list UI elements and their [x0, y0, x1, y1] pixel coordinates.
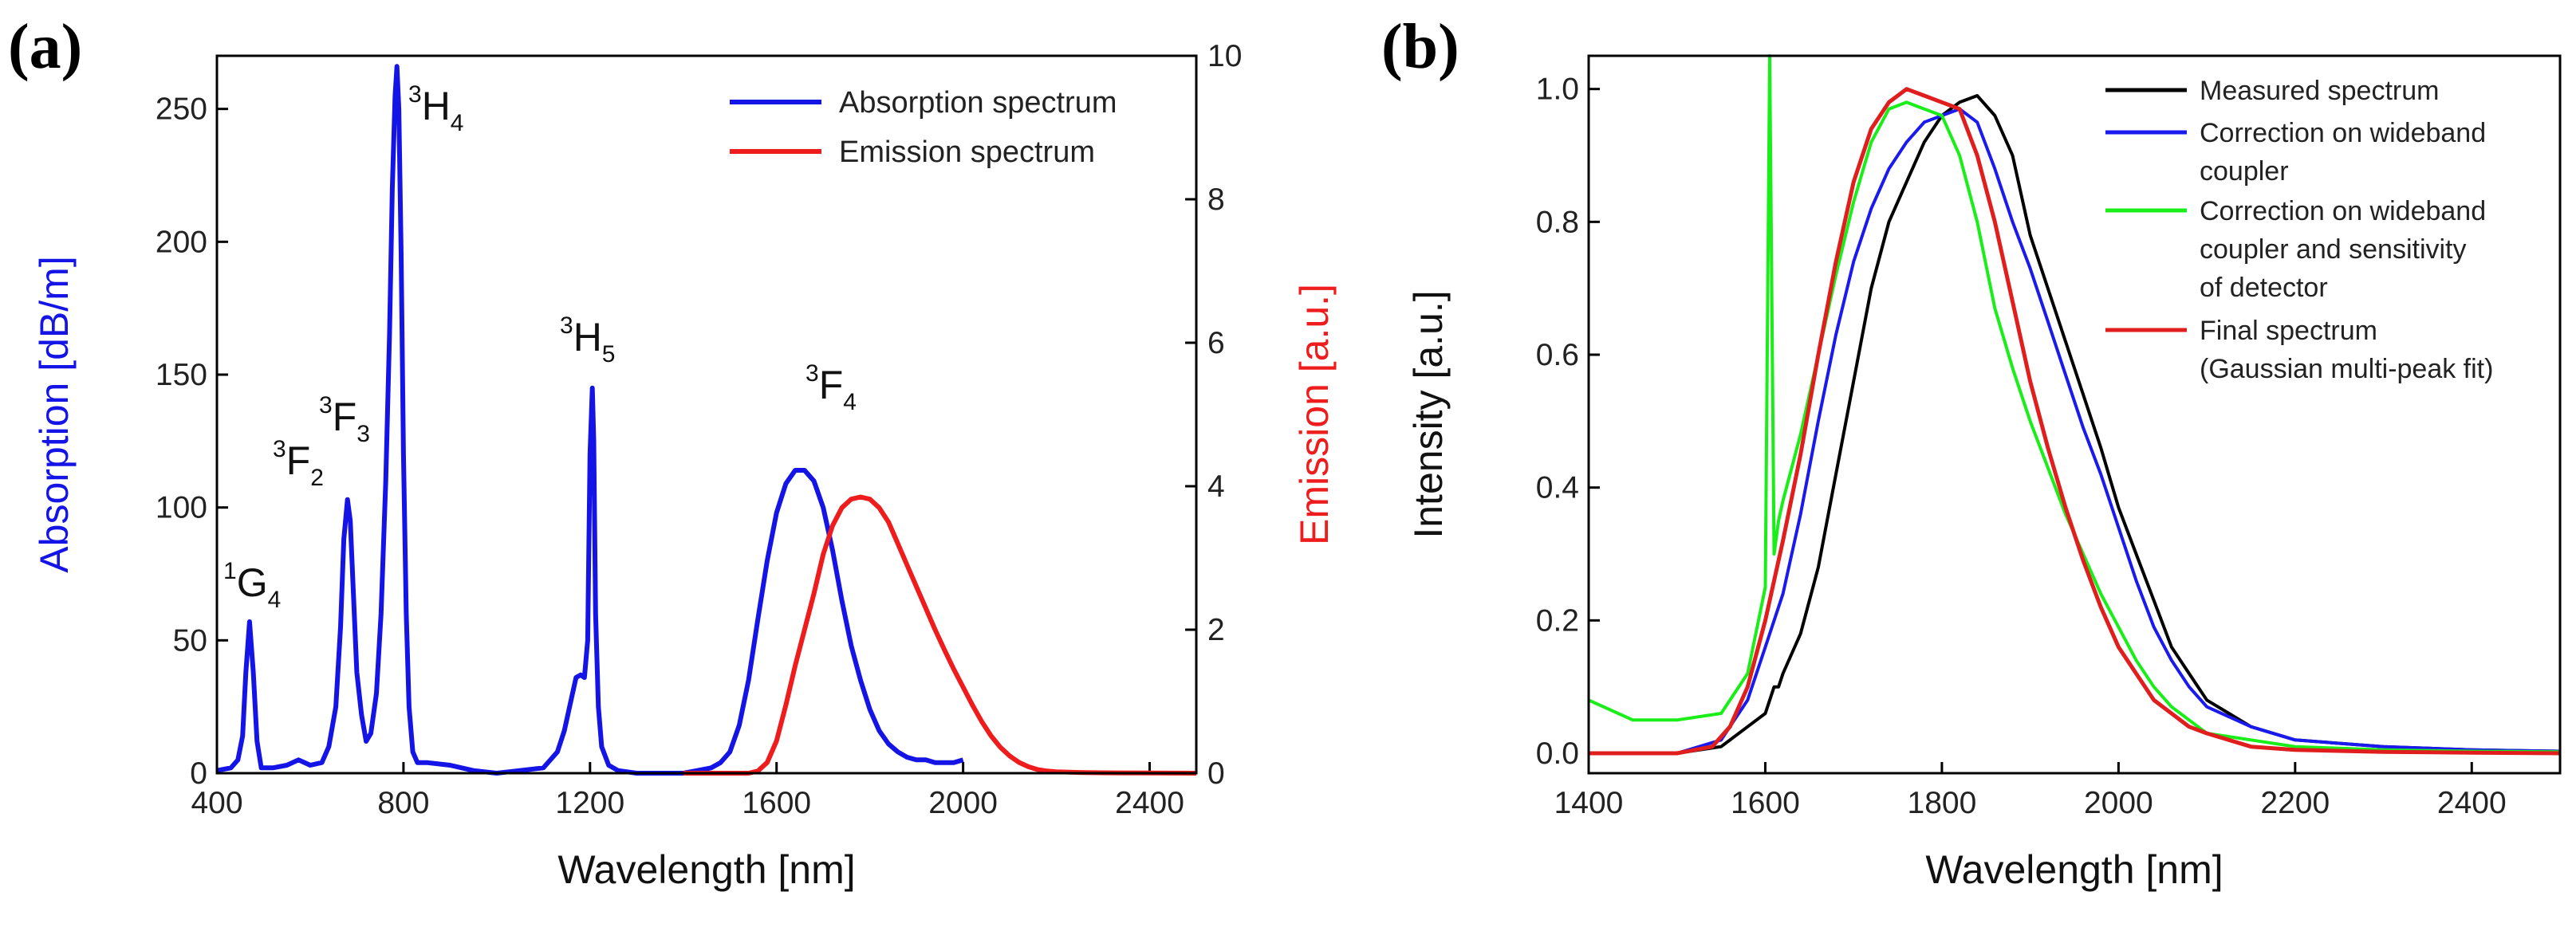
panel-b-y-axis-title: Intensity [a.u.]: [1406, 290, 1451, 538]
y-right-tick-label: 8: [1207, 183, 1225, 217]
x-tick-label: 1600: [742, 786, 811, 820]
y-right-tick-label: 4: [1207, 469, 1225, 504]
legend-label-final: Final spectrum (Gaussian multi-peak fit): [2200, 316, 2493, 384]
panel-a-y-right-axis-title: Emission [a.u.]: [1292, 284, 1337, 545]
legend-detector-line-2: coupler and sensitivity: [2200, 234, 2467, 265]
annotation-1g4: 1G4: [223, 558, 281, 613]
y-right-tick-label: 10: [1207, 39, 1242, 73]
legend-label-measured: Measured spectrum: [2200, 76, 2439, 106]
panel-a-label: (a): [8, 12, 82, 82]
series-line-measured: [1589, 94, 2561, 755]
x-tick-label: 2200: [2260, 786, 2330, 820]
legend-label-detector: Correction on wideband coupler and sensi…: [2200, 196, 2494, 303]
panel-a-x-axis-title: Wavelength [nm]: [557, 847, 855, 892]
y-right-tick-label: 0: [1207, 756, 1225, 791]
x-tick-label: 1400: [1554, 786, 1624, 820]
legend-wideband-line-1: Correction on wideband: [2200, 118, 2486, 148]
x-tick-label: 2400: [2437, 786, 2507, 820]
x-tick-label: 2400: [1115, 786, 1184, 820]
annotation-3h4: 3H4: [408, 81, 463, 136]
y-tick-label: 0.2: [1536, 603, 1579, 638]
legend-wideband-line-2: coupler: [2200, 156, 2289, 187]
annotation-3f2: 3F2: [273, 436, 324, 491]
panel-b-legend: Measured spectrum Correction on wideband…: [2105, 76, 2494, 384]
series-line-detector-corrected: [1588, 54, 2561, 754]
legend-detector-line-1: Correction on wideband: [2200, 196, 2486, 226]
y-tick-label: 250: [156, 92, 207, 127]
y-tick-label: 0: [190, 756, 207, 791]
y-tick-label: 50: [173, 623, 207, 658]
y-tick-label: 1.0: [1536, 73, 1579, 107]
y-right-tick-label: 2: [1207, 613, 1225, 647]
legend-label-wideband: Correction on wideband coupler: [2200, 118, 2494, 187]
x-tick-label: 800: [377, 786, 429, 820]
legend-label-emission: Emission spectrum: [839, 136, 1095, 169]
series-line-absorption: [216, 64, 964, 776]
panel-a-legend: Absorption spectrum Emission spectrum: [730, 86, 1117, 169]
x-tick-label: 1800: [1908, 786, 1977, 820]
series-line-emission: [683, 494, 1197, 776]
panel-a-annotations: 1G4 3F2 3F3 3H4 3H5 3F4: [223, 81, 857, 613]
panel-b-ticks: 1400 1600 1800 2000 2200 2400 0.0 0.2 0.4 0.6 0.8 1…: [1536, 73, 2507, 820]
panel-b-label: (b): [1381, 12, 1459, 82]
panel-a: (a) 400 800 1200 1600 2000 240005010015020025…: [8, 12, 1337, 892]
x-tick-label: 1600: [1731, 786, 1800, 820]
y-tick-label: 0.8: [1536, 205, 1579, 239]
panel-b-x-axis-title: Wavelength [nm]: [1925, 847, 2223, 892]
panel-a-ticks: 400 800 1200 1600 2000 2400 0 50 100 150 200 250 0 2 4…: [156, 39, 1242, 820]
y-tick-label: 200: [156, 225, 207, 259]
panel-a-plot-frame: [215, 54, 1198, 775]
y-right-tick-label: 6: [1207, 326, 1225, 360]
x-tick-label: 400: [191, 786, 242, 820]
y-tick-label: 150: [156, 358, 207, 392]
legend-final-line-2: (Gaussian multi-peak fit): [2200, 354, 2493, 384]
annotation-3f3: 3F3: [319, 392, 370, 447]
annotation-3f4: 3F4: [805, 360, 857, 415]
series-line-final-fit: [1589, 87, 2561, 756]
y-tick-label: 0.6: [1536, 338, 1579, 372]
y-tick-label: 0.4: [1536, 471, 1579, 505]
y-tick-label: 100: [156, 491, 207, 525]
y-tick-label: 0.0: [1536, 737, 1579, 771]
panel-b-plot-frame: [1587, 54, 2562, 775]
legend-final-line-1: Final spectrum: [2200, 316, 2377, 346]
x-tick-label: 1200: [555, 786, 624, 820]
panel-a-y-axis-title: Absorption [dB/m]: [32, 256, 77, 572]
panel-a-series: [216, 64, 1197, 776]
series-line-wideband-corrected: [1589, 107, 2561, 755]
panel-b: (b) 1400 1600 1800 2000 2200 2400 0.0 0.2 0.4 0.6…: [1381, 12, 2562, 892]
x-tick-label: 2000: [2084, 786, 2153, 820]
panel-b-series: [1588, 54, 2561, 756]
annotation-3h5: 3H5: [560, 312, 615, 367]
legend-label-absorption: Absorption spectrum: [839, 86, 1117, 120]
legend-detector-line-3: of detector: [2200, 273, 2328, 303]
x-tick-label: 2000: [928, 786, 998, 820]
